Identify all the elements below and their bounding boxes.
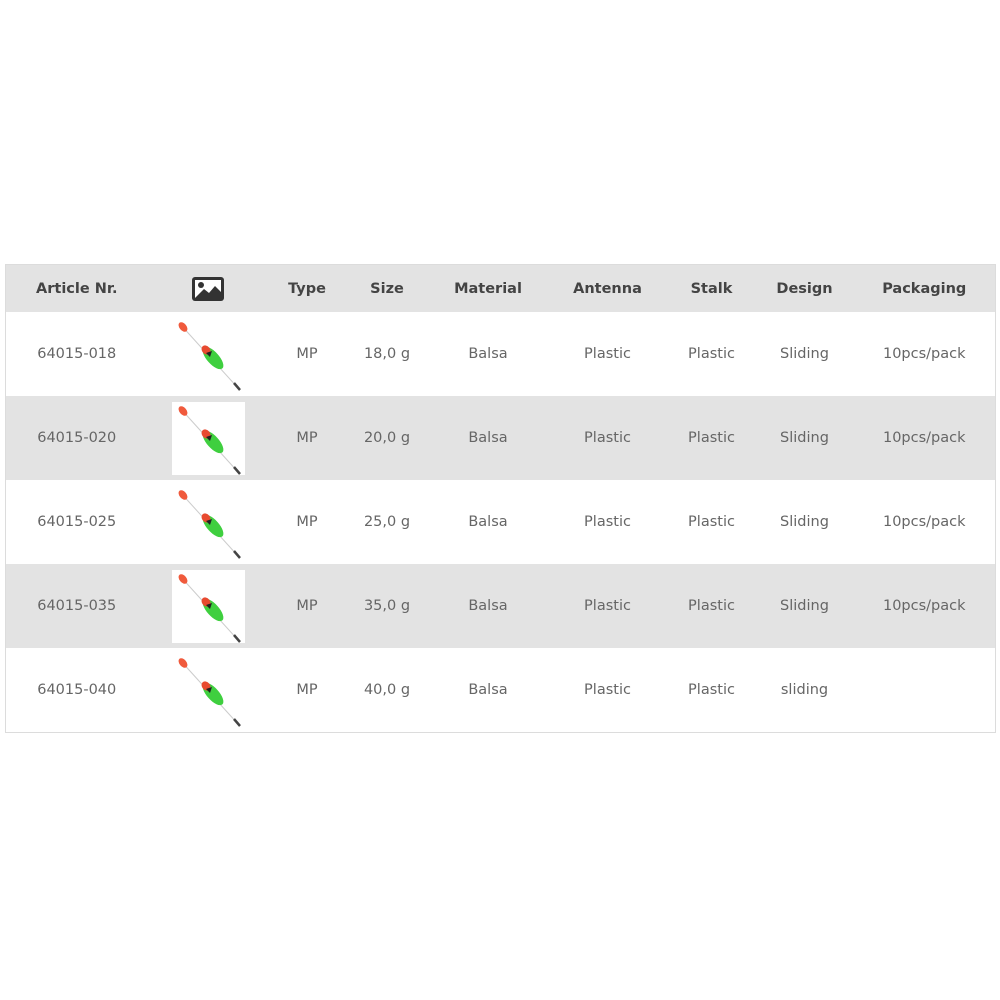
size-cell: 18,0 g xyxy=(363,346,411,362)
stalk-cell: Plastic xyxy=(667,396,756,480)
type-cell: MP xyxy=(296,682,318,698)
image-cell xyxy=(147,396,269,480)
material-cell: Balsa xyxy=(468,682,508,698)
header-article: Article Nr. xyxy=(5,264,148,312)
design-cell: sliding xyxy=(780,682,829,698)
float-image[interactable] xyxy=(171,401,245,475)
design-cell: Sliding xyxy=(755,564,854,648)
stalk-cell: Plastic xyxy=(688,346,735,362)
header-size: Size xyxy=(345,264,429,312)
table-row: 64015-025 MP 25,0 g Balsa Plastic Plasti… xyxy=(6,480,996,564)
packaging-cell xyxy=(854,648,996,733)
design-cell: Sliding xyxy=(780,514,829,530)
stalk-cell: Plastic xyxy=(688,682,735,698)
header-packaging: Packaging xyxy=(853,264,996,312)
material-cell: Balsa xyxy=(428,564,548,648)
image-cell xyxy=(147,564,269,648)
image-icon xyxy=(192,276,224,301)
material-cell: Balsa xyxy=(428,396,548,480)
type-cell: MP xyxy=(268,564,346,648)
header-design: Design xyxy=(755,264,854,312)
table-row: 64015-020 MP 20,0 g Balsa Plastic Plasti… xyxy=(5,396,996,480)
packaging-cell: 10pcs/pack xyxy=(882,514,966,530)
float-icon xyxy=(178,573,241,643)
packaging-cell: 10pcs/pack xyxy=(853,396,996,480)
type-cell: MP xyxy=(296,346,318,362)
article-cell: 64015-040 xyxy=(37,682,117,698)
material-cell: Balsa xyxy=(468,346,508,362)
antenna-cell: Plastic xyxy=(547,564,668,648)
type-cell: MP xyxy=(268,396,346,480)
article-cell: 64015-020 xyxy=(5,396,148,480)
image-cell xyxy=(148,648,269,733)
design-cell: Sliding xyxy=(755,396,854,480)
float-image[interactable] xyxy=(171,317,245,391)
image-cell xyxy=(148,312,269,396)
size-cell: 25,0 g xyxy=(363,514,411,530)
float-icon xyxy=(178,405,241,475)
article-cell: 64015-018 xyxy=(37,346,117,362)
antenna-cell: Plastic xyxy=(584,346,631,362)
table-header-row: Article Nr. Type Size Material Antenna S… xyxy=(5,264,996,312)
product-table: Article Nr. Type Size Material Antenna S… xyxy=(5,264,996,733)
size-cell: 40,0 g xyxy=(363,682,411,698)
packaging-cell: 10pcs/pack xyxy=(853,564,996,648)
table-row: 64015-040 MP 40,0 g Balsa Plastic Plasti… xyxy=(6,648,996,733)
header-material: Material xyxy=(428,264,548,312)
header-type: Type xyxy=(268,264,346,312)
header-image xyxy=(147,264,269,312)
header-stalk: Stalk xyxy=(667,264,756,312)
design-cell: Sliding xyxy=(780,346,829,362)
table-row: 64015-018 MP 18,0 g Balsa Plastic Plasti… xyxy=(6,312,996,396)
float-image[interactable] xyxy=(171,569,245,643)
stalk-cell: Plastic xyxy=(688,514,735,530)
float-image[interactable] xyxy=(171,485,245,559)
article-cell: 64015-035 xyxy=(5,564,148,648)
float-image[interactable] xyxy=(171,653,245,727)
material-cell: Balsa xyxy=(468,514,508,530)
float-icon xyxy=(178,321,241,391)
type-cell: MP xyxy=(296,514,318,530)
article-cell: 64015-025 xyxy=(37,514,117,530)
size-cell: 35,0 g xyxy=(345,564,429,648)
float-icon xyxy=(178,489,241,559)
antenna-cell: Plastic xyxy=(584,514,631,530)
image-cell xyxy=(148,480,269,564)
antenna-cell: Plastic xyxy=(547,396,668,480)
packaging-cell: 10pcs/pack xyxy=(882,346,966,362)
stalk-cell: Plastic xyxy=(667,564,756,648)
float-icon xyxy=(178,657,241,727)
size-cell: 20,0 g xyxy=(345,396,429,480)
header-antenna: Antenna xyxy=(547,264,668,312)
antenna-cell: Plastic xyxy=(584,682,631,698)
table-row: 64015-035 MP 35,0 g Balsa Plastic Plasti… xyxy=(5,564,996,648)
